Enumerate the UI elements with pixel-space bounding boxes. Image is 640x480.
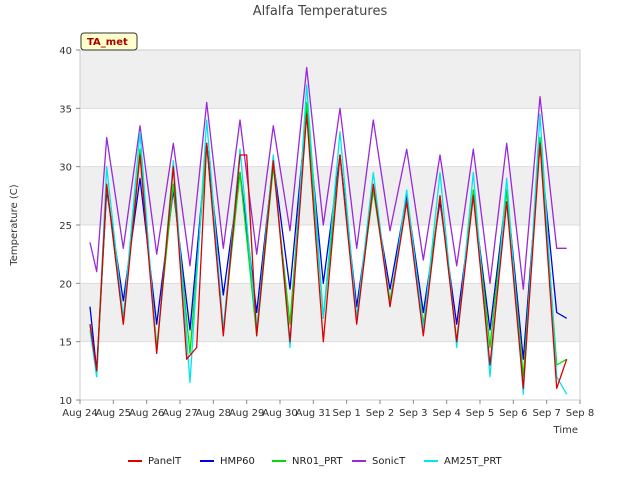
x-axis-label: Time	[553, 425, 578, 436]
x-tick-label: Sep 8	[566, 408, 594, 419]
x-tick-label: Aug 30	[262, 408, 297, 419]
x-tick-label: Sep 4	[432, 408, 460, 419]
y-tick-label: 35	[59, 104, 72, 115]
ta-met-badge: TA_met	[80, 32, 138, 51]
x-tick-label: Aug 25	[96, 408, 131, 419]
grid-band	[80, 50, 580, 109]
y-tick-label: 20	[59, 279, 72, 290]
y-tick-label: 10	[59, 396, 72, 407]
grid-band	[80, 341, 580, 400]
x-tick-label: Sep 7	[532, 408, 560, 419]
y-tick-label: 25	[59, 221, 72, 232]
grid-band	[80, 108, 580, 167]
legend-label: SonicT	[372, 456, 406, 467]
badge-box	[80, 32, 138, 51]
series-line-hmp60	[89, 107, 568, 372]
x-tick-label: Aug 28	[196, 408, 231, 419]
x-tick-label: Sep 1	[332, 408, 360, 419]
x-tick-label: Aug 29	[229, 408, 264, 419]
x-tick-label: Aug 24	[62, 408, 97, 419]
legend-label: HMP60	[220, 456, 255, 467]
series-line-panelt	[89, 113, 568, 389]
x-tick-label: Sep 2	[366, 408, 394, 419]
plot-background-bands	[80, 49, 580, 401]
legend: PanelT HMP60 NR01_PRT SonicT AM25T_PRT	[128, 456, 503, 467]
x-tick-label: Aug 27	[162, 408, 197, 419]
y-axis-label: Temperature (C)	[9, 184, 20, 266]
x-tick-label: Aug 26	[129, 408, 164, 419]
legend-label: NR01_PRT	[292, 456, 343, 467]
series-line-sonict	[89, 66, 567, 290]
legend-label: AM25T_PRT	[444, 456, 503, 467]
series-lines	[89, 66, 568, 395]
x-tick-label: Sep 3	[399, 408, 427, 419]
chart-title: Alfalfa Temperatures	[253, 4, 388, 19]
y-axis-ticks: 10 15 20 25 30 35 40	[59, 46, 80, 407]
y-tick-label: 15	[59, 338, 72, 349]
x-tick-label: Sep 5	[466, 408, 494, 419]
x-tick-label: Sep 6	[499, 408, 527, 419]
badge-label: TA_met	[87, 37, 128, 48]
legend-label: PanelT	[148, 456, 182, 467]
y-tick-label: 30	[59, 163, 72, 174]
y-tick-label: 40	[59, 46, 72, 57]
x-tick-label: Aug 31	[296, 408, 331, 419]
